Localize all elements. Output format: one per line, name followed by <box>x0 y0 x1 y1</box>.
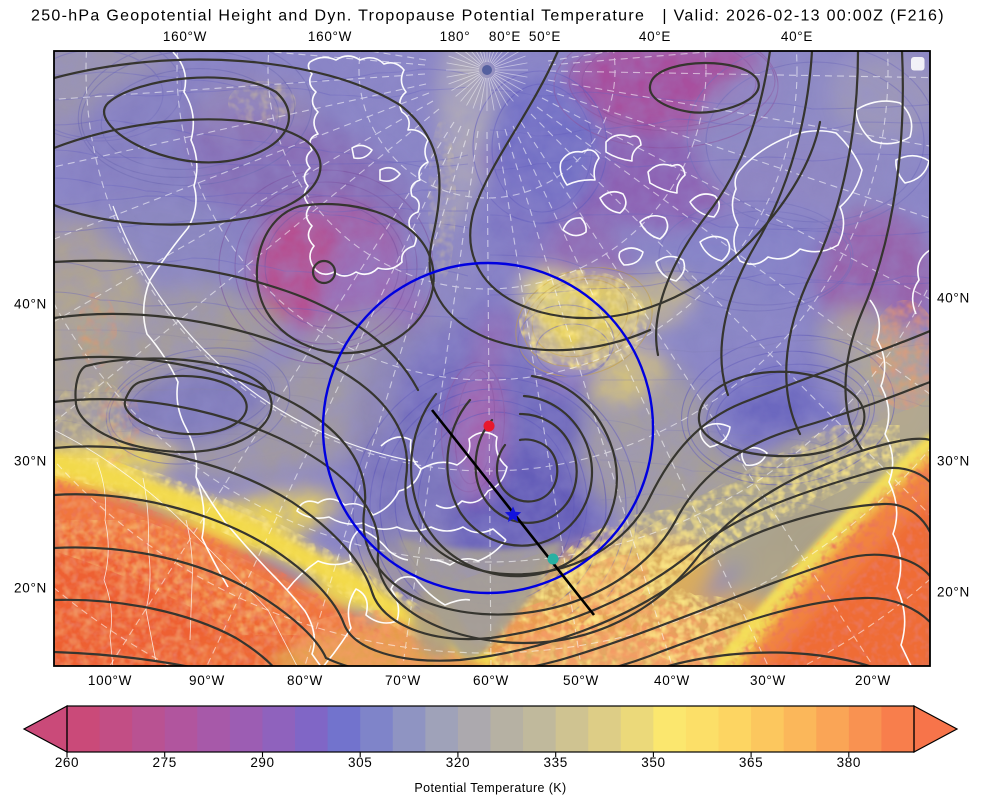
svg-text:160°W: 160°W <box>308 29 352 44</box>
svg-text:40°N: 40°N <box>937 291 970 306</box>
svg-text:40°N: 40°N <box>14 297 47 312</box>
svg-text:50°W: 50°W <box>563 673 599 688</box>
svg-text:50°E: 50°E <box>529 29 561 44</box>
svg-text:275: 275 <box>153 755 177 770</box>
svg-text:70°W: 70°W <box>385 673 421 688</box>
svg-text:260: 260 <box>55 755 79 770</box>
svg-text:365: 365 <box>739 755 763 770</box>
svg-text:40°E: 40°E <box>639 29 671 44</box>
svg-text:305: 305 <box>348 755 372 770</box>
svg-text:30°N: 30°N <box>937 454 970 469</box>
svg-text:40°E: 40°E <box>781 29 813 44</box>
svg-text:335: 335 <box>544 755 568 770</box>
svg-text:80°W: 80°W <box>287 673 323 688</box>
svg-text:30°N: 30°N <box>14 454 47 469</box>
svg-text:20°W: 20°W <box>855 673 891 688</box>
svg-text:320: 320 <box>446 755 470 770</box>
svg-text:100°W: 100°W <box>88 673 132 688</box>
svg-text:90°W: 90°W <box>189 673 225 688</box>
svg-text:80°E: 80°E <box>489 29 521 44</box>
svg-text:290: 290 <box>250 755 274 770</box>
svg-text:380: 380 <box>837 755 861 770</box>
svg-text:160°W: 160°W <box>163 29 207 44</box>
svg-text:180°: 180° <box>440 29 471 44</box>
svg-text:20°N: 20°N <box>937 585 970 600</box>
svg-text:Potential Temperature (K): Potential Temperature (K) <box>414 781 566 795</box>
svg-text:30°W: 30°W <box>750 673 786 688</box>
svg-text:250-hPa Geopotential Height an: 250-hPa Geopotential Height and Dyn. Tro… <box>31 8 945 25</box>
svg-text:350: 350 <box>641 755 665 770</box>
svg-text:20°N: 20°N <box>14 581 47 596</box>
svg-text:60°W: 60°W <box>473 673 509 688</box>
svg-text:40°W: 40°W <box>654 673 690 688</box>
